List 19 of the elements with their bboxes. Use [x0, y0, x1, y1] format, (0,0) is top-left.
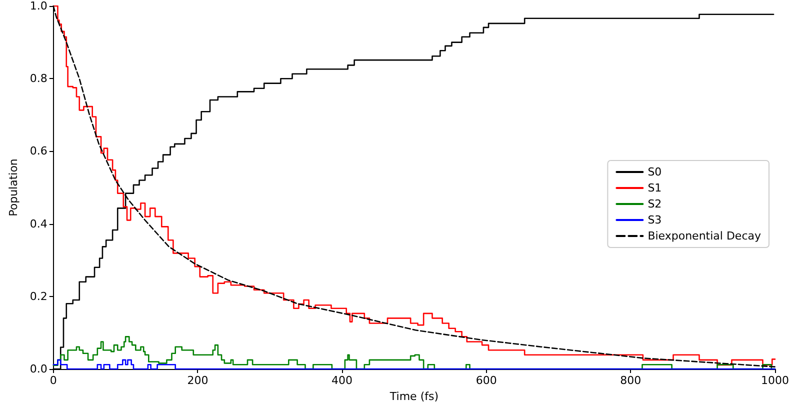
y-tick-label: 0.0: [30, 362, 48, 376]
y-tick-label: 0.6: [30, 144, 48, 158]
legend-label: S3: [648, 214, 662, 226]
y-tick-label: 0.8: [30, 72, 48, 86]
x-tick-label: 800: [620, 374, 642, 387]
x-axis-title: Time (fs): [388, 390, 439, 403]
y-tick-label: 0.4: [30, 217, 48, 230]
x-tick-label: 0: [50, 374, 57, 387]
y-axis-title: Population: [7, 158, 20, 216]
legend-label: S0: [648, 166, 662, 178]
legend-label: S1: [648, 182, 662, 194]
y-tick-label: 0.2: [30, 290, 48, 303]
x-tick-label: 400: [332, 374, 353, 387]
x-tick-label: 1000: [761, 374, 790, 387]
y-tick-label: 1.0: [30, 0, 48, 12]
legend-label: Biexponential Decay: [648, 230, 762, 242]
x-tick-label: 200: [187, 374, 208, 387]
x-tick-label: 600: [476, 374, 497, 387]
legend-label: S2: [648, 198, 662, 210]
